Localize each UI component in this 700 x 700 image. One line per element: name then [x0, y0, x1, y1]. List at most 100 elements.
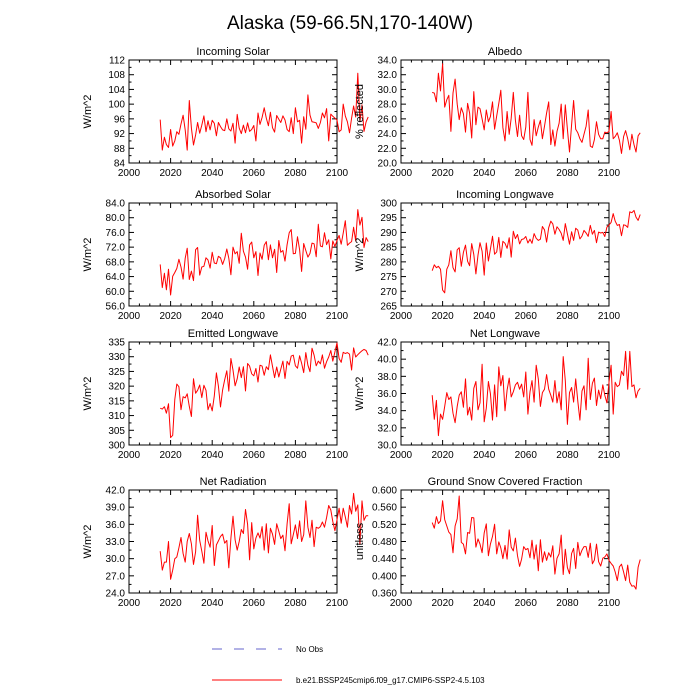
x-tick-label: 2040: [473, 450, 496, 461]
y-tick-label: 72.0: [106, 243, 126, 254]
x-tick-label: 2000: [390, 311, 413, 322]
x-tick-label: 2060: [243, 311, 266, 322]
x-tick-label: 2060: [515, 450, 538, 461]
x-tick-label: 2060: [515, 168, 538, 179]
y-tick-label: 0.440: [372, 554, 397, 565]
y-tick-label: 92: [114, 129, 126, 140]
panel-incoming-longwave: Incoming Longwave W/m^2 2000 2020 2040 2060 20…: [354, 189, 641, 322]
y-tick-label: 68.0: [106, 257, 126, 268]
legend-obs-label: No Obs: [296, 645, 323, 654]
panel-absorbed-solar: Absorbed Solar W/m^2 2000 2020 2040 2060 2080 2…: [82, 189, 369, 322]
x-tick-label: 2100: [326, 311, 349, 322]
panel-title: Net Longwave: [470, 328, 540, 340]
x-tick-label: 2080: [556, 311, 579, 322]
y-tick-label: 80.0: [106, 213, 126, 224]
y-tick-label: 320: [108, 382, 125, 393]
y-axis-label: W/m^2: [354, 238, 366, 272]
x-tick-label: 2020: [431, 598, 454, 609]
series-line: [431, 209, 641, 294]
y-tick-label: 24.0: [378, 129, 398, 140]
series-line: [160, 342, 369, 439]
y-tick-label: 112: [109, 56, 125, 67]
x-tick-label: 2020: [159, 598, 182, 609]
x-tick-label: 2000: [390, 450, 413, 461]
x-tick-label: 2000: [390, 598, 413, 609]
legend-model-label: b.e21.BSSP245cmip6.f09_g17.CMIP6-SSP2-4.…: [296, 676, 485, 685]
plot-frame: [400, 489, 610, 594]
x-tick-label: 2020: [431, 311, 454, 322]
y-tick-label: 315: [108, 396, 125, 407]
y-tick-label: 36.0: [106, 520, 126, 531]
y-tick-label: 36.0: [378, 389, 398, 400]
plot-frame: [400, 202, 610, 307]
y-tick-label: 0.600: [372, 486, 397, 497]
x-tick-label: 2020: [159, 168, 182, 179]
y-tick-label: 0.400: [372, 571, 397, 582]
x-tick-label: 2060: [243, 168, 266, 179]
y-tick-label: 60.0: [106, 287, 126, 298]
y-tick-label: 39.0: [106, 503, 126, 514]
x-tick-label: 2020: [431, 168, 454, 179]
panel-title: Albedo: [488, 46, 522, 58]
x-tick-label: 2080: [284, 311, 307, 322]
series-line: [159, 492, 369, 580]
plot-frame: [400, 59, 610, 164]
y-tick-label: 56.0: [106, 302, 126, 313]
x-tick-label: 2080: [284, 598, 307, 609]
x-tick-label: 2020: [159, 450, 182, 461]
series-line: [431, 350, 641, 437]
y-tick-label: 38.0: [378, 372, 398, 383]
y-tick-label: 28.0: [378, 100, 398, 111]
y-tick-label: 330: [108, 352, 125, 363]
panel-net-radiation: Net Radiation W/m^2 2000 2020 2040 2060 2080 21…: [82, 476, 369, 609]
x-tick-label: 2020: [431, 450, 454, 461]
plot-frame: [128, 59, 338, 164]
x-tick-label: 2080: [556, 598, 579, 609]
y-tick-label: 310: [108, 411, 125, 422]
y-tick-label: 30.0: [378, 441, 398, 452]
y-tick-label: 40.0: [378, 355, 398, 366]
legend: No Obs b.e21.BSSP245cmip6.f09_g17.CMIP6-…: [212, 645, 485, 685]
panel-albedo: Albedo % reflected 2000 2020 2040 2060 2080 210…: [354, 46, 641, 179]
y-tick-label: 42.0: [378, 338, 398, 349]
x-tick-label: 2100: [598, 450, 621, 461]
panels: Incoming Solar W/m^2 2000 2020 2040 2060 2080 2…: [82, 46, 641, 609]
y-tick-label: 0.480: [372, 537, 397, 548]
y-tick-label: 265: [380, 302, 397, 313]
y-tick-label: 26.0: [378, 114, 398, 125]
y-tick-label: 20.0: [378, 159, 398, 170]
plot-frame: [128, 341, 338, 446]
y-tick-label: 108: [108, 70, 125, 81]
y-tick-label: 22.0: [378, 144, 398, 155]
x-tick-label: 2080: [284, 450, 307, 461]
x-tick-label: 2100: [598, 311, 621, 322]
figure-title: Alaska (59-66.5N,170-140W): [227, 13, 473, 34]
x-tick-label: 2080: [284, 168, 307, 179]
y-tick-label: 24.0: [106, 589, 126, 600]
y-tick-label: 270: [380, 287, 397, 298]
x-tick-label: 2100: [326, 598, 349, 609]
y-axis-label: unitless: [354, 522, 366, 560]
x-tick-label: 2020: [159, 311, 182, 322]
x-tick-label: 2060: [243, 450, 266, 461]
x-tick-label: 2000: [118, 450, 141, 461]
y-tick-label: 325: [108, 367, 125, 378]
x-tick-label: 2000: [118, 168, 141, 179]
panel-title: Absorbed Solar: [195, 189, 271, 201]
x-tick-label: 2060: [515, 598, 538, 609]
x-tick-label: 2060: [243, 598, 266, 609]
panel-emitted-longwave: Emitted Longwave W/m^2 2000 2020 2040 2060 208…: [82, 328, 369, 461]
series-line: [432, 63, 641, 154]
y-axis-label: % reflected: [354, 84, 366, 139]
panel-title: Incoming Longwave: [456, 189, 554, 201]
y-tick-label: 0.560: [372, 503, 397, 514]
x-tick-label: 2000: [118, 598, 141, 609]
y-tick-label: 100: [108, 100, 125, 111]
x-tick-label: 2000: [390, 168, 413, 179]
x-tick-label: 2100: [598, 598, 621, 609]
panel-net-longwave: Net Longwave W/m^2 2000 2020 2040 2060 2080 210…: [354, 328, 641, 461]
x-tick-label: 2040: [201, 598, 224, 609]
panel-title: Incoming Solar: [196, 46, 270, 58]
y-tick-label: 76.0: [106, 228, 126, 239]
y-tick-label: 285: [380, 243, 397, 254]
